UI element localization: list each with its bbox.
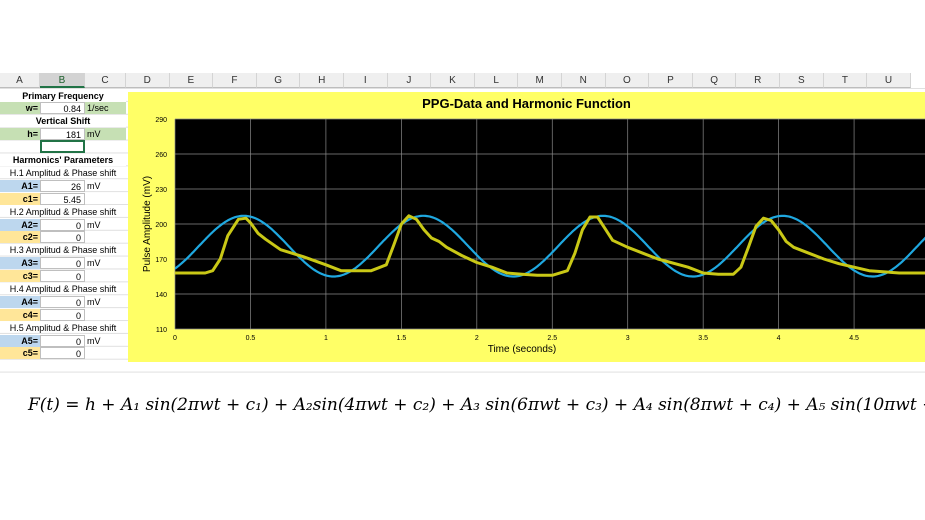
harmonic-3-title: H.3 Amplitud & Phase shift [9, 245, 117, 256]
column-header-a[interactable]: A [0, 73, 40, 88]
column-header-b[interactable]: B [40, 73, 85, 88]
amplitude-value-cell[interactable]: 0 [40, 218, 85, 231]
y-tick-label: 260 [155, 152, 167, 159]
x-tick-label: 4 [777, 335, 781, 342]
y-tick-label: 110 [156, 327, 167, 334]
x-tick-label: 3 [626, 335, 630, 342]
column-header-h[interactable]: H [300, 73, 344, 88]
h-value-cell[interactable]: 181 [40, 128, 85, 140]
phase-label: c3= [0, 269, 40, 282]
primary-frequency-title: Primary Frequency [0, 90, 126, 102]
harmonic-5-title: H.5 Amplitud & Phase shift [9, 322, 117, 333]
amplitude-label: A1= [0, 180, 40, 192]
x-tick-label: 4.5 [849, 335, 859, 342]
column-header-t[interactable]: T [823, 73, 868, 88]
h-label: h= [0, 128, 40, 140]
column-header-f[interactable]: F [213, 73, 257, 88]
column-header-r[interactable]: R [736, 73, 780, 88]
column-header-k[interactable]: K [431, 73, 475, 88]
amplitude-unit: mV [87, 219, 101, 230]
x-axis-label: Time (seconds) [488, 344, 557, 355]
harmonic-4-title: H.4 Amplitud & Phase shift [9, 284, 117, 295]
amplitude-unit: mV [87, 258, 101, 269]
column-header-i[interactable]: I [344, 73, 388, 88]
harmonics-parameters-title: Harmonics' Parameters [0, 154, 126, 166]
x-tick-label: 3.5 [698, 335, 708, 342]
amplitude-value-cell[interactable]: 0 [40, 257, 85, 270]
column-header-m[interactable]: M [518, 73, 562, 88]
x-tick-label: 1.5 [396, 335, 406, 342]
ppg-data-line [175, 214, 925, 277]
x-tick-label: 2 [475, 335, 479, 342]
amplitude-value-cell[interactable]: 26 [40, 180, 85, 192]
amplitude-unit: mV [87, 181, 101, 191]
vertical-shift-title: Vertical Shift [0, 115, 126, 127]
selected-cell[interactable] [40, 140, 85, 153]
harmonic-function-line [175, 214, 925, 278]
amplitude-unit: mV [87, 297, 101, 308]
column-header-g[interactable]: G [256, 73, 301, 88]
y-tick-label: 230 [155, 187, 167, 194]
amplitude-value-cell[interactable]: 0 [40, 296, 85, 309]
column-header-l[interactable]: L [474, 73, 519, 88]
amplitude-value-cell[interactable]: 0 [40, 334, 85, 347]
amplitude-label: A5= [0, 334, 40, 347]
w-unit: 1/sec [85, 102, 126, 114]
column-header-c[interactable]: C [85, 73, 126, 88]
phase-value-cell[interactable]: 0 [40, 269, 85, 282]
column-header-p[interactable]: P [649, 73, 693, 88]
w-value-cell[interactable]: 0.84 [40, 102, 85, 114]
chart-title: PPG-Data and Harmonic Function [422, 96, 631, 111]
formula: F(t) = h + A₁ sin(2πwt + c₁) + A₂sin(4πw… [28, 395, 925, 415]
column-header-d[interactable]: D [126, 73, 170, 88]
w-label: w= [0, 102, 40, 114]
x-tick-label: 0.5 [246, 335, 256, 342]
phase-value-cell[interactable]: 5.45 [40, 192, 85, 205]
x-tick-label: 0 [173, 335, 177, 342]
amplitude-label: A2= [0, 218, 40, 231]
phase-label: c1= [0, 192, 40, 205]
phase-label: c5= [0, 347, 40, 360]
phase-label: c4= [0, 308, 40, 321]
amplitude-label: A4= [0, 296, 40, 309]
harmonic-2-title: H.2 Amplitud & Phase shift [9, 206, 117, 217]
phase-label: c2= [0, 231, 40, 244]
harmonic-1-title: H.1 Amplitud & Phase shift [9, 168, 117, 178]
y-tick-label: 170 [155, 257, 167, 264]
y-tick-label: 290 [155, 117, 167, 124]
x-tick-label: 1 [324, 335, 328, 342]
column-header-u[interactable]: U [867, 73, 911, 88]
column-header-o[interactable]: O [605, 73, 650, 88]
y-tick-label: 200 [155, 222, 167, 229]
x-tick-label: 2.5 [547, 335, 557, 342]
y-tick-label: 140 [155, 292, 167, 299]
column-header-e[interactable]: E [169, 73, 214, 88]
phase-value-cell[interactable]: 0 [40, 231, 85, 244]
phase-value-cell[interactable]: 0 [40, 347, 85, 360]
amplitude-label: A3= [0, 257, 40, 270]
chart[interactable]: PPG-Data and Harmonic Function 0 0.5 1 1.5 2… [128, 92, 925, 362]
y-axis-label: Pulse Amplitude (mV) [142, 176, 153, 272]
column-header-j[interactable]: J [387, 73, 432, 88]
chart-svg: 0 0.5 1 1.5 2 2.5 3 3.5 4 4.5 110 140 170 200 230 260 29… [142, 117, 925, 355]
h-unit: mV [85, 128, 126, 140]
amplitude-unit: mV [87, 335, 101, 346]
column-header-s[interactable]: S [780, 73, 824, 88]
column-header-q[interactable]: Q [692, 73, 737, 88]
column-header-n[interactable]: N [562, 73, 606, 88]
phase-value-cell[interactable]: 0 [40, 308, 85, 321]
